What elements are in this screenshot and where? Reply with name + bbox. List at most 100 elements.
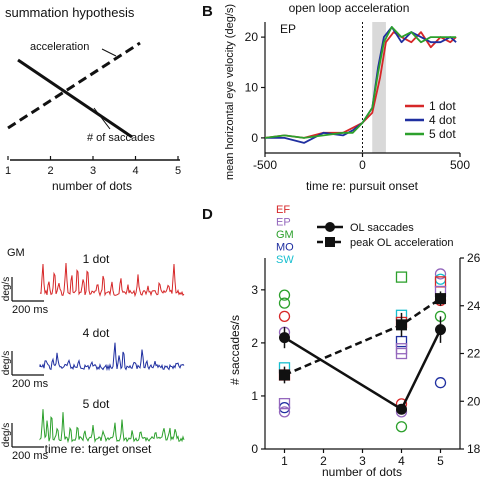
acceleration-line	[7, 41, 141, 130]
panel-b-xlabel: time re: pursuit onset	[306, 179, 419, 193]
panel-d-y2-tick-label: 20	[467, 394, 480, 408]
open-loop-window	[372, 22, 386, 153]
panel-a-ticks: 1 2 3 4 5	[5, 156, 181, 177]
trace-label: 5 dot	[83, 397, 110, 411]
panel-b-y-tick-label: 20	[245, 30, 259, 44]
trace-waveform	[39, 409, 185, 444]
panel-a-tick-label: 1	[5, 165, 11, 177]
subject-legend-label: EF	[276, 204, 290, 216]
subject-square	[395, 335, 408, 348]
subject-square	[278, 397, 291, 410]
trace-label: 4 dot	[83, 326, 110, 340]
saccades-label: # of saccades	[87, 132, 155, 144]
panel-a-tick-label: 5	[175, 165, 181, 177]
acceleration-label: acceleration	[30, 41, 89, 53]
subject-circle	[278, 297, 291, 309]
panel-c-xlabel: time re: target onset	[45, 442, 152, 456]
mean-point	[279, 332, 290, 344]
saccades-pointer	[93, 107, 111, 130]
scale-bar-time-label: 200 ms	[12, 304, 49, 316]
panel-b: B open loop acceleration -500 0 500 0 10 20 E…	[202, 1, 470, 193]
panel-d-x-tick-label: 1	[281, 454, 288, 468]
subject-circle	[434, 268, 447, 280]
mean-point	[396, 403, 407, 415]
panel-c-subject: GM	[7, 247, 25, 259]
panel-d-ticks: 1 2 3 4 5 0 1 2 3 18 20 22 24 26	[251, 251, 480, 468]
legend-marker-acceleration	[325, 237, 335, 247]
subject-circle	[278, 289, 291, 301]
panel-b-ylabel: mean horizontal eye velocity (deg/s)	[224, 4, 236, 180]
mean-point	[279, 369, 290, 381]
panel-d-letter: D	[202, 206, 213, 223]
panel-d-ylabel: # saccades/s	[228, 315, 242, 385]
subject-square	[395, 347, 408, 360]
panel-a-title: summation hypothesis	[5, 5, 135, 20]
subject-legend-label: EP	[276, 217, 291, 229]
panel-b-letter: B	[202, 3, 213, 20]
panel-d-y-tick-label: 1	[251, 389, 258, 403]
panel-a-xlabel: number of dots	[52, 179, 132, 193]
panel-d-series	[279, 291, 446, 415]
panel-d-y2-tick-label: 22	[467, 347, 480, 361]
trace-waveform	[39, 262, 185, 298]
panel-a-tick-label: 4	[132, 165, 138, 177]
subject-legend-label: SW	[276, 254, 294, 266]
saccades-line	[17, 58, 133, 139]
panel-d-y2-tick-label: 18	[467, 442, 480, 456]
subject-circle	[278, 406, 291, 418]
subject-square	[395, 271, 408, 283]
panel-b-annotation: open loop acceleration	[289, 1, 410, 15]
panel-d-y-tick-label: 2	[251, 336, 258, 350]
panel-d-x-tick-label: 5	[437, 454, 444, 468]
panel-b-y-tick-label: 10	[245, 81, 259, 95]
panel-a-tick-label: 3	[90, 165, 96, 177]
acceleration-pointer	[101, 48, 117, 57]
mean-point	[435, 293, 446, 305]
panel-b-y-tick-label: 0	[251, 131, 258, 145]
subject-circle	[395, 421, 408, 433]
legend-label: 1 dot	[429, 99, 456, 113]
panel-d-y-tick-label: 0	[251, 442, 258, 456]
panel-d-y-tick-label: 3	[251, 283, 258, 297]
panel-a-tick-label: 2	[47, 165, 53, 177]
subject-circle	[434, 377, 447, 389]
velocity-trace-2	[265, 26, 457, 144]
mean-point	[396, 319, 407, 331]
panel-d-legend: OL saccades peak OL acceleration	[317, 222, 454, 249]
scale-bar-velocity-label: deg/s	[1, 423, 12, 447]
panel-b-x-tick-label: 500	[450, 158, 470, 172]
panel-b-subject: EP	[280, 22, 296, 36]
trace-label: 1 dot	[83, 252, 110, 266]
panel-d-x-tick-label: 2	[320, 454, 327, 468]
trace-waveform	[39, 342, 185, 372]
scale-bar-time-label: 200 ms	[12, 378, 49, 390]
panel-b-x-tick-label: 0	[359, 158, 366, 172]
subject-circle	[278, 310, 291, 323]
panel-d-y2-tick-label: 24	[467, 299, 480, 313]
legend-marker-saccades	[325, 222, 335, 232]
subject-legend-label: MO	[276, 242, 294, 254]
panel-d-y2-tick-label: 26	[467, 251, 480, 265]
legend-label-saccades: OL saccades	[350, 222, 414, 234]
legend-label: 4 dot	[429, 113, 456, 127]
velocity-trace-1	[264, 31, 457, 139]
series-line-2	[284, 297, 442, 377]
subject-legend-label: GM	[276, 229, 294, 241]
legend-label-acceleration: peak OL acceleration	[350, 237, 454, 249]
panel-b-series	[264, 26, 457, 144]
series-line-1	[283, 329, 442, 411]
scale-bar-velocity-label: deg/s	[1, 277, 12, 301]
panel-d-xlabel: number of dots	[322, 465, 402, 479]
legend-label: 5 dot	[429, 127, 456, 141]
panel-b-ticks: -500 0 500 0 10 20	[245, 30, 471, 172]
panel-d-x-tick-label: 3	[359, 454, 366, 468]
